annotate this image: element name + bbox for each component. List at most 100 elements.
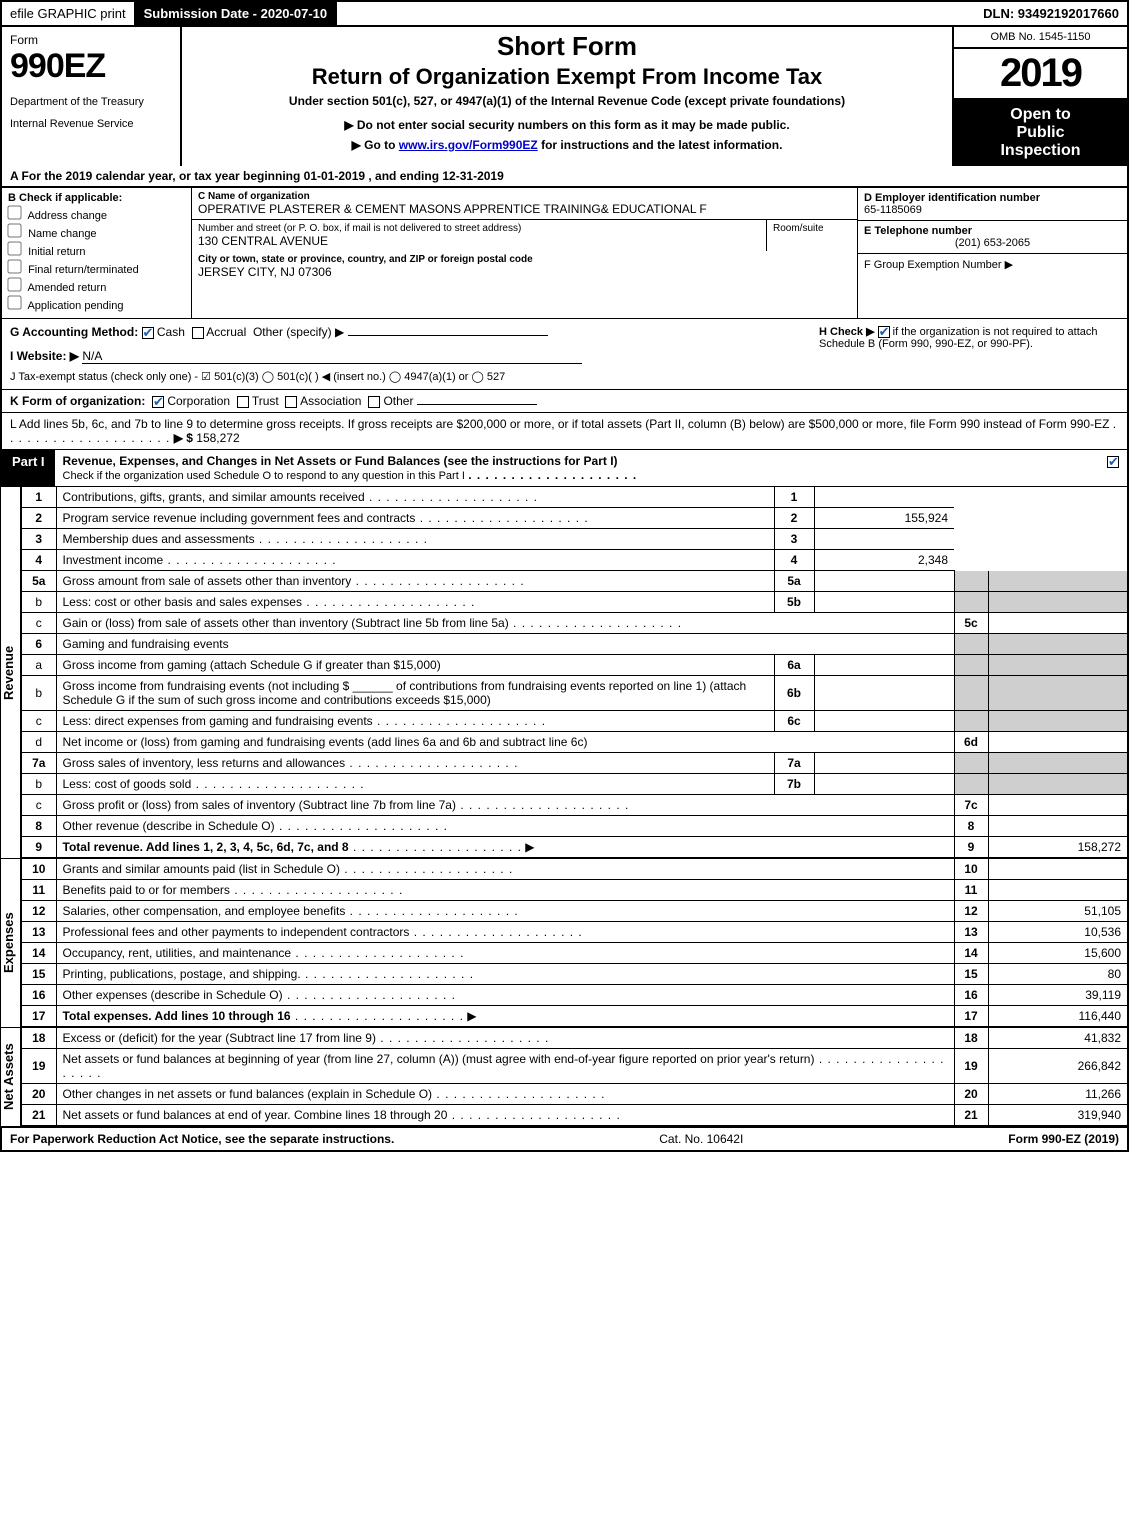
- header-right-block: OMB No. 1545-1150 2019 Open to Public In…: [952, 27, 1127, 166]
- lbl-cash: Cash: [157, 325, 185, 339]
- line-11: 11Benefits paid to or for members11: [22, 880, 1128, 901]
- ln-6: 6: [22, 634, 56, 655]
- chk-cash[interactable]: [142, 327, 154, 339]
- line-8: 8Other revenue (describe in Schedule O)8: [22, 816, 1128, 837]
- num-18: 18: [954, 1028, 988, 1049]
- num-1: 1: [774, 487, 814, 508]
- desc-1: Contributions, gifts, grants, and simila…: [63, 490, 365, 504]
- line-20: 20Other changes in net assets or fund ba…: [22, 1084, 1128, 1105]
- k-form-of-organization: K Form of organization: Corporation Trus…: [0, 390, 1129, 413]
- ln-19: 19: [22, 1049, 56, 1084]
- lbl-initial-return: Initial return: [28, 246, 85, 258]
- chk-application-pending[interactable]: Application pending: [8, 296, 185, 312]
- desc-5b: Less: cost or other basis and sales expe…: [63, 595, 302, 609]
- line-7a: 7aGross sales of inventory, less returns…: [22, 753, 1128, 774]
- ln-7c: c: [22, 795, 56, 816]
- ln-14: 14: [22, 943, 56, 964]
- line-3: 3 Membership dues and assessments 3: [22, 529, 1128, 550]
- accounting-method: G Accounting Method: Cash Accrual Other …: [10, 325, 819, 383]
- chk-other-org[interactable]: [368, 396, 380, 408]
- l-gross-receipts: L Add lines 5b, 6c, and 7b to line 9 to …: [0, 413, 1129, 450]
- chk-association[interactable]: [285, 396, 297, 408]
- l-amount: 158,272: [196, 431, 239, 445]
- desc-14: Occupancy, rent, utilities, and maintena…: [63, 946, 292, 960]
- num-3: 3: [774, 529, 814, 550]
- mid-7b: 7b: [774, 774, 814, 795]
- line-21: 21Net assets or fund balances at end of …: [22, 1105, 1128, 1126]
- desc-7a: Gross sales of inventory, less returns a…: [63, 756, 346, 770]
- open-line1: Open to: [1010, 106, 1070, 123]
- ln-4: 4: [22, 550, 56, 571]
- chk-final-return[interactable]: Final return/terminated: [8, 260, 185, 276]
- lbl-other-org: Other: [383, 394, 413, 408]
- num-6c-grey: [954, 711, 988, 732]
- ln-3: 3: [22, 529, 56, 550]
- goto-instructions: ▶ Go to www.irs.gov/Form990EZ for instru…: [192, 138, 942, 152]
- desc-15: Printing, publications, postage, and shi…: [63, 967, 301, 981]
- ln-6b: b: [22, 676, 56, 711]
- amt-19: 266,842: [988, 1049, 1128, 1084]
- amt-6c-grey: [988, 711, 1128, 732]
- num-17: 17: [954, 1006, 988, 1027]
- footer-left: For Paperwork Reduction Act Notice, see …: [10, 1132, 394, 1146]
- lbl-trust: Trust: [252, 394, 279, 408]
- g-label: G Accounting Method:: [10, 325, 138, 339]
- irs-link[interactable]: www.irs.gov/Form990EZ: [399, 138, 538, 152]
- chk-name-change[interactable]: Name change: [8, 224, 185, 240]
- desc-19: Net assets or fund balances at beginning…: [63, 1052, 815, 1066]
- i-label: I Website: ▶: [10, 349, 79, 363]
- other-org-input[interactable]: [417, 404, 537, 405]
- short-form-title: Short Form: [192, 31, 942, 62]
- department: Department of the Treasury: [10, 96, 172, 108]
- chk-not-required-schedule-b[interactable]: [878, 326, 890, 338]
- open-to-public: Open to Public Inspection: [954, 100, 1127, 166]
- phone-label: E Telephone number: [864, 225, 1121, 237]
- other-method-input[interactable]: [348, 335, 548, 336]
- desc-3: Membership dues and assessments: [63, 532, 255, 546]
- line-17: 17Total expenses. Add lines 10 through 1…: [22, 1006, 1128, 1027]
- chk-accrual[interactable]: [192, 327, 204, 339]
- return-title: Return of Organization Exempt From Incom…: [192, 64, 942, 90]
- ln-17: 17: [22, 1006, 56, 1027]
- num-5c: 5c: [954, 613, 988, 634]
- h-label: H Check ▶: [819, 326, 875, 338]
- num-14: 14: [954, 943, 988, 964]
- line-7c: cGross profit or (loss) from sales of in…: [22, 795, 1128, 816]
- amt-1: [814, 487, 954, 508]
- chk-corporation[interactable]: [152, 396, 164, 408]
- website-value: N/A: [82, 349, 582, 364]
- line-15: 15Printing, publications, postage, and s…: [22, 964, 1128, 985]
- ln-21: 21: [22, 1105, 56, 1126]
- midamt-6b: [814, 676, 954, 711]
- amt-7a-grey: [988, 753, 1128, 774]
- chk-trust[interactable]: [237, 396, 249, 408]
- expenses-table: 10Grants and similar amounts paid (list …: [22, 859, 1129, 1027]
- ln-6a: a: [22, 655, 56, 676]
- line-6: 6Gaming and fundraising events: [22, 634, 1128, 655]
- lbl-application-pending: Application pending: [27, 300, 123, 312]
- amt-2: 155,924: [814, 508, 954, 529]
- num-9: 9: [954, 837, 988, 858]
- line-7b: bLess: cost of goods sold7b: [22, 774, 1128, 795]
- efile-print[interactable]: efile GRAPHIC print: [2, 2, 136, 25]
- chk-initial-return[interactable]: Initial return: [8, 242, 185, 258]
- j-tax-exempt-status: J Tax-exempt status (check only one) - ☑…: [10, 370, 819, 383]
- tax-year: 2019: [954, 49, 1127, 100]
- ln-5b: b: [22, 592, 56, 613]
- amt-4: 2,348: [814, 550, 954, 571]
- amt-20: 11,266: [988, 1084, 1128, 1105]
- num-16: 16: [954, 985, 988, 1006]
- org-address-block: C Name of organization OPERATIVE PLASTER…: [192, 188, 857, 318]
- midamt-6c: [814, 711, 954, 732]
- lbl-final-return: Final return/terminated: [28, 264, 139, 276]
- desc-7b: Less: cost of goods sold: [63, 777, 192, 791]
- chk-schedule-o[interactable]: [1107, 456, 1119, 468]
- line-5c: cGain or (loss) from sale of assets othe…: [22, 613, 1128, 634]
- chk-amended-return[interactable]: Amended return: [8, 278, 185, 294]
- ln-12: 12: [22, 901, 56, 922]
- footer-form-ref: Form 990-EZ (2019): [1008, 1132, 1119, 1146]
- num-6b-grey: [954, 676, 988, 711]
- num-13: 13: [954, 922, 988, 943]
- chk-address-change[interactable]: Address change: [8, 206, 185, 222]
- form-word: Form: [10, 33, 172, 47]
